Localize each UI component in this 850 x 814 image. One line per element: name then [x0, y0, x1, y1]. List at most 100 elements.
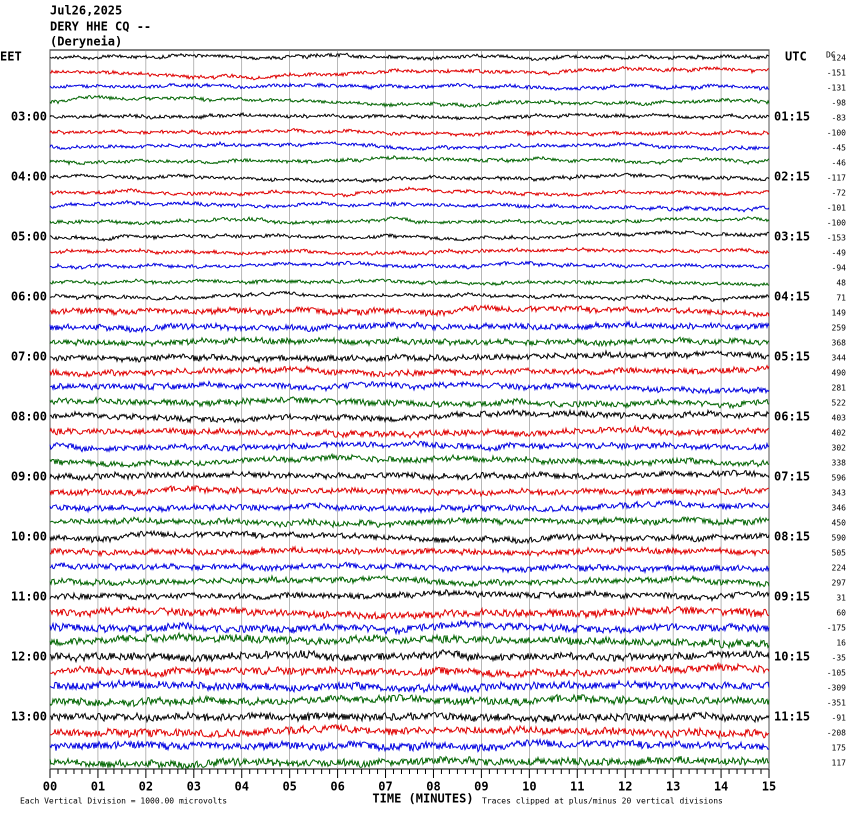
- location: (Deryneia): [50, 35, 122, 49]
- dc-offset: 403: [832, 414, 847, 423]
- utc-label: 04:15: [774, 290, 810, 304]
- seismic-trace: [49, 589, 770, 602]
- seismic-trace: [49, 469, 770, 482]
- eet-label: 05:00: [11, 230, 47, 244]
- dc-offset: -101: [827, 204, 846, 213]
- seismic-trace: [49, 186, 770, 198]
- seismic-trace: [49, 723, 770, 740]
- seismic-trace: [49, 755, 769, 770]
- dc-offset: 117: [832, 759, 847, 768]
- dc-offset: -105: [827, 669, 846, 678]
- seismic-trace: [49, 693, 770, 708]
- seismic-trace: [49, 710, 770, 724]
- seismic-trace: [49, 561, 770, 575]
- eet-label: 11:00: [11, 590, 47, 604]
- x-tick-label: 12: [618, 780, 632, 794]
- x-tick-label: 03: [187, 780, 201, 794]
- seismic-trace: [49, 290, 770, 303]
- dc-offset: -46: [832, 159, 847, 168]
- seismic-trace: [49, 499, 770, 515]
- eet-label: 03:00: [11, 110, 47, 124]
- dc-offset: 149: [832, 309, 847, 318]
- dc-offset: -351: [827, 699, 846, 708]
- dc-offset: 343: [832, 489, 847, 498]
- dc-offset: -208: [827, 729, 846, 738]
- dc-offset: 368: [832, 339, 847, 348]
- dc-offset: -151: [827, 69, 846, 78]
- dc-offset: 505: [832, 549, 847, 558]
- seismic-trace: [49, 155, 770, 166]
- dc-offset: 344: [832, 354, 847, 363]
- eet-label: 09:00: [11, 470, 47, 484]
- eet-label: 04:00: [11, 170, 47, 184]
- eet-label: 07:00: [11, 350, 47, 364]
- seismic-trace: [49, 127, 770, 138]
- x-tick-label: 06: [330, 780, 344, 794]
- seismic-trace: [49, 661, 770, 679]
- x-axis-title: TIME (MINUTES): [372, 792, 473, 806]
- left-axis-title: EET: [0, 50, 22, 64]
- dc-offset: -49: [832, 249, 847, 258]
- dc-offset: -175: [827, 624, 846, 633]
- utc-label: 05:15: [774, 350, 810, 364]
- eet-label: 12:00: [11, 650, 47, 664]
- right-axis-title: UTC: [785, 50, 807, 64]
- dc-offset: 450: [832, 519, 847, 528]
- dc-offset: 402: [832, 429, 847, 438]
- seismic-trace: [49, 364, 770, 379]
- x-tick-label: 04: [235, 780, 249, 794]
- x-tick-label: 00: [43, 780, 57, 794]
- dc-offset: -153: [827, 234, 846, 243]
- dc-offset: -131: [827, 84, 846, 93]
- seismic-trace: [49, 199, 770, 213]
- dc-offset: 48: [836, 279, 846, 288]
- dc-offset: -72: [832, 189, 847, 198]
- x-tick-label: 10: [522, 780, 536, 794]
- dc-offset: -100: [827, 219, 846, 228]
- x-tick-label: 13: [666, 780, 680, 794]
- dc-offset: 71: [836, 294, 846, 303]
- seismic-trace: [49, 605, 770, 621]
- dc-offset: 31: [836, 594, 846, 603]
- utc-label: 10:15: [774, 650, 810, 664]
- dc-offset: -117: [827, 174, 846, 183]
- dc-offset: -309: [827, 684, 846, 693]
- dc-offset: 596: [832, 474, 847, 483]
- seismic-trace: [49, 574, 770, 588]
- x-tick-label: 01: [91, 780, 105, 794]
- seismic-trace: [49, 260, 770, 270]
- dc-offset: 590: [832, 534, 847, 543]
- seismic-trace: [49, 304, 770, 318]
- seismic-trace: [49, 229, 770, 242]
- seismic-trace: [49, 172, 770, 184]
- seismic-trace: [49, 111, 770, 121]
- seismic-trace: [49, 94, 770, 108]
- seismic-trace: [49, 216, 770, 226]
- seismic-trace: [49, 349, 770, 364]
- seismic-trace: [49, 65, 770, 81]
- x-tick-label: 05: [282, 780, 296, 794]
- dc-offset: -98: [832, 99, 847, 108]
- dc-offset: -35: [832, 654, 847, 663]
- seismic-trace: [49, 619, 770, 636]
- utc-label: 11:15: [774, 710, 810, 724]
- utc-label: 06:15: [774, 410, 810, 424]
- x-tick-label: 08: [426, 780, 440, 794]
- eet-label: 13:00: [11, 710, 47, 724]
- x-tick-label: 11: [570, 780, 584, 794]
- x-tick-label: 07: [378, 780, 392, 794]
- dc-offset: -100: [827, 129, 846, 138]
- dc-offset: 522: [832, 399, 847, 408]
- station: DERY HHE CQ --: [50, 20, 151, 34]
- utc-label: 02:15: [774, 170, 810, 184]
- utc-label: 08:15: [774, 530, 810, 544]
- seismic-trace: [49, 320, 770, 334]
- eet-label: 06:00: [11, 290, 47, 304]
- seismic-trace: [49, 452, 770, 469]
- seismic-trace: [49, 396, 770, 410]
- dc-offset: 346: [832, 504, 847, 513]
- seismic-trace: [49, 408, 770, 424]
- dc-title: DC: [826, 51, 836, 60]
